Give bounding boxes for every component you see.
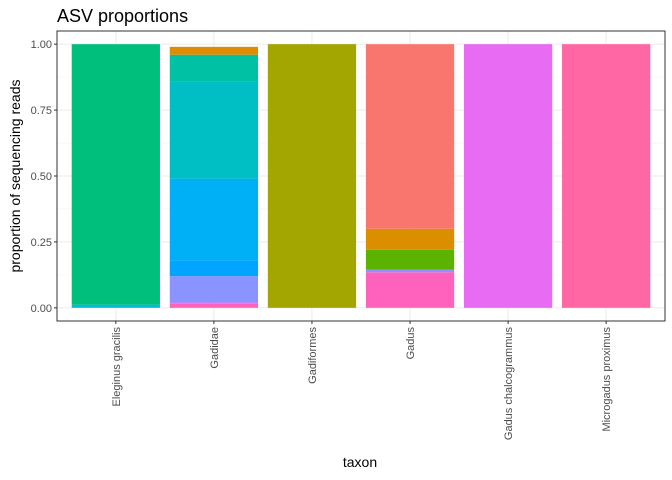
x-tick-label: Gadiformes [307,327,319,384]
x-tick-label: Gadidae [209,327,221,369]
bar-segment [169,54,259,82]
x-tick-label: Eleginus gracilis [111,327,123,407]
y-tick-label: 1.00 [31,39,52,51]
y-tick-label: 0.50 [31,171,52,183]
bar-segment [267,44,357,308]
x-axis-title: taxon [343,454,377,470]
bar-segment [365,249,455,270]
bar-segment [365,228,455,250]
bar-segment [169,178,259,261]
bar-segment [562,44,651,308]
y-tick-label: 0.25 [31,237,52,249]
bar-segment [169,302,259,304]
x-tick-label: Microgadus proximus [601,327,613,432]
y-tick-label: 0.75 [31,105,52,117]
bar-segment [169,303,259,308]
bar-segment [365,272,455,308]
chart-title: ASV proportions [57,6,188,26]
bar-segment [169,260,259,277]
bar-segment [365,269,455,273]
plot-panel: 0.00 0.25 0.50 0.75 1.00 Eleginus gracilis Gad… [31,30,666,441]
bar-segment [365,44,455,229]
bar-segment [463,44,553,308]
bar-segment [169,46,259,55]
y-axis-title: proportion of sequencing reads [7,79,23,272]
bar-segment [71,44,160,305]
bar-segment [169,81,259,179]
bar-segment [169,276,259,303]
bar-segment [71,304,160,308]
x-tick-label: Gadus chalcogrammus [503,327,515,441]
x-tick-label: Gadus [405,327,417,360]
y-tick-label: 0.00 [31,303,52,315]
